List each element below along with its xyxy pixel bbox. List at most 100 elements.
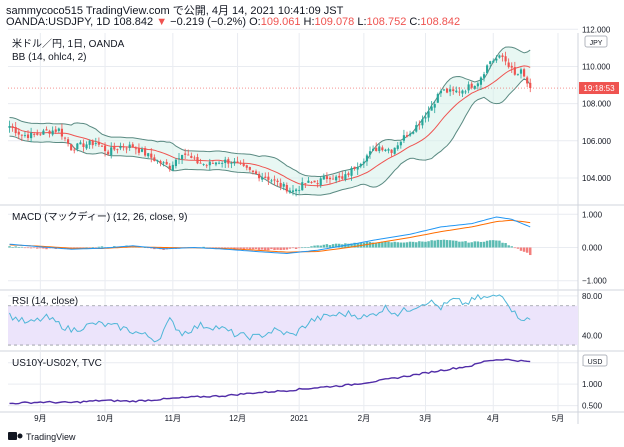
- candle-body: [415, 125, 418, 132]
- candle-body: [347, 173, 350, 176]
- candles-group: [8, 51, 532, 197]
- macd-histogram-bar: [479, 241, 483, 248]
- macd-histogram-bar: [331, 244, 335, 248]
- candle-body: [316, 183, 319, 185]
- y-tick-label: 112.000: [582, 25, 611, 34]
- candle-body: [248, 167, 251, 170]
- macd-histogram-bar: [301, 247, 304, 249]
- candle-body: [140, 149, 144, 152]
- macd-histogram-bar: [464, 241, 467, 248]
- candle-body: [116, 149, 119, 151]
- candle-body: [372, 148, 375, 151]
- candle-body: [187, 154, 190, 156]
- candle-body: [261, 177, 264, 180]
- macd-histogram-bar: [88, 247, 91, 249]
- candle-body: [20, 134, 23, 136]
- macd-histogram-bar: [384, 241, 387, 248]
- us10y-pane-title: US10Y-US02Y, TVC: [12, 358, 102, 369]
- macd-histogram-bar: [316, 245, 319, 248]
- candle-body: [501, 55, 504, 57]
- macd-histogram-bar: [387, 241, 390, 248]
- candle-body: [498, 55, 501, 58]
- candle-body: [436, 94, 439, 103]
- candle-body: [153, 157, 156, 162]
- candle-body: [137, 148, 141, 153]
- candle-body: [63, 137, 67, 139]
- candle-body: [48, 130, 51, 134]
- candle-body: [85, 144, 88, 149]
- macd-histogram-bar: [42, 247, 45, 249]
- candle-body: [190, 155, 193, 158]
- candle-body: [88, 140, 91, 145]
- candle-body: [464, 91, 467, 93]
- close-value: 108.842: [420, 16, 461, 28]
- macd-histogram-bar: [504, 243, 507, 248]
- macd-histogram-bar: [270, 247, 273, 250]
- candle-body: [405, 135, 409, 137]
- candle-body: [23, 135, 27, 136]
- macd-histogram-bar: [525, 247, 529, 253]
- macd-histogram-bar: [276, 247, 279, 250]
- candle-body: [131, 144, 134, 148]
- macd-histogram-bar: [264, 247, 267, 250]
- macd-histogram-bar: [467, 242, 470, 248]
- candle-body: [356, 167, 359, 170]
- candle-body: [421, 119, 424, 126]
- candle-body: [387, 149, 390, 151]
- macd-histogram-bar: [337, 243, 341, 248]
- macd-histogram-bar: [433, 240, 436, 248]
- candle-body: [239, 162, 242, 164]
- candle-body: [273, 179, 276, 181]
- candle-body: [51, 130, 54, 135]
- macd-histogram-bar: [322, 244, 326, 248]
- macd-histogram-bar: [424, 241, 427, 248]
- candle-body: [319, 178, 322, 186]
- candle-body: [507, 62, 510, 68]
- candle-body: [529, 82, 532, 89]
- candle-body: [288, 190, 291, 193]
- candle-body: [482, 74, 486, 78]
- candle-body: [470, 83, 473, 88]
- candle-body: [181, 154, 184, 160]
- high-label: H:: [303, 16, 315, 28]
- candle-body: [208, 161, 211, 166]
- candle-body: [495, 58, 498, 61]
- candle-body: [341, 176, 344, 179]
- candle-body: [430, 106, 433, 111]
- candle-body: [36, 133, 39, 135]
- candle-body: [14, 127, 17, 134]
- macd-histogram-bar: [11, 247, 14, 248]
- candle-body: [267, 176, 270, 180]
- candle-body: [230, 162, 233, 164]
- macd-histogram-bar: [482, 241, 486, 248]
- x-tick-label: 3月: [419, 414, 431, 423]
- bb-lower-line: [9, 78, 531, 196]
- candle-body: [313, 180, 316, 183]
- macd-histogram-bar: [254, 247, 258, 250]
- candle-body: [307, 180, 310, 183]
- candle-body: [412, 131, 415, 134]
- macd-histogram-bar: [100, 246, 104, 248]
- candle-body: [242, 162, 245, 166]
- candle-body: [427, 111, 430, 118]
- candle-body: [177, 158, 181, 160]
- macd-histogram-bar: [227, 247, 230, 249]
- macd-histogram-bar: [516, 247, 520, 249]
- macd-histogram-bar: [396, 242, 399, 248]
- publish-line: sammycoco515 TradingView.com で公開, 4月 14,…: [6, 5, 344, 17]
- macd-histogram-bar: [257, 247, 261, 250]
- candle-body: [125, 148, 128, 150]
- candle-body: [147, 153, 150, 157]
- us10y-line: [9, 358, 531, 405]
- candle-body: [350, 167, 353, 176]
- macd-histogram-bar: [279, 247, 282, 251]
- macd-histogram-bar: [20, 246, 24, 248]
- low-label: L:: [357, 16, 367, 28]
- candle-body: [378, 146, 381, 152]
- candle-body: [282, 183, 285, 187]
- macd-histogram-bar: [236, 247, 239, 249]
- macd-histogram-bar: [495, 240, 498, 248]
- change-arrow-icon: ▼: [156, 16, 168, 28]
- candle-body: [328, 177, 332, 180]
